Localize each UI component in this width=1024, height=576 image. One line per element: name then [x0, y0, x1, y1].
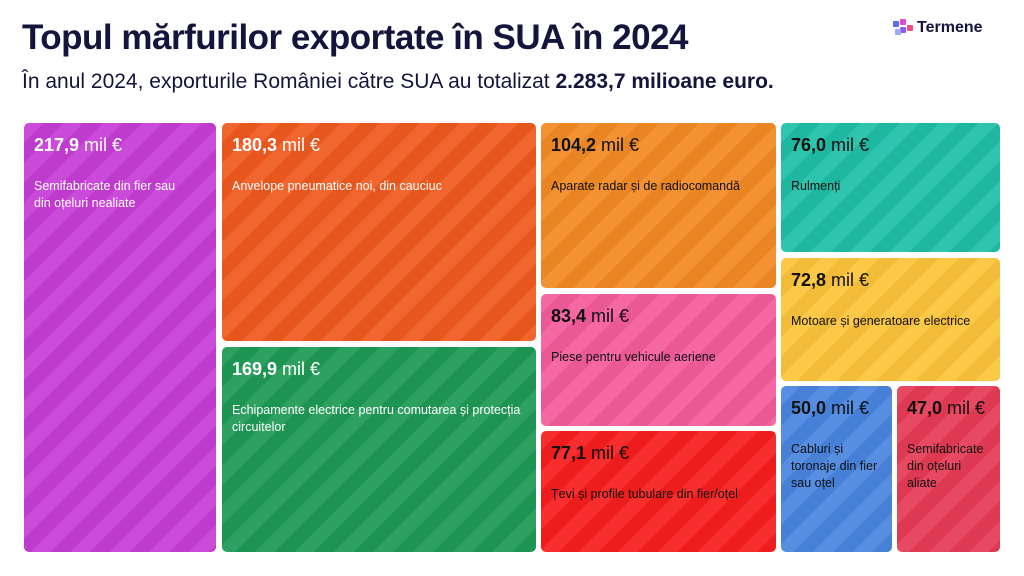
tile-label: Motoare și generatoare electrice [791, 314, 971, 328]
tile-value: 217,9 mil € [34, 135, 123, 155]
treemap-tile: 77,1 mil € Țevi și profile tubulare din f… [541, 431, 776, 552]
tile-value: 77,1 mil € [551, 443, 630, 463]
tile-label: Piese pentru vehicule aeriene [551, 350, 716, 364]
termene-logo: Termene [893, 19, 983, 37]
treemap-tile: 76,0 mil € Rulmenți [781, 123, 1000, 252]
treemap-tile: 72,8 mil € Motoare și generatoare electri… [781, 258, 1000, 381]
tile-value: 83,4 mil € [551, 306, 630, 326]
tile-label: Echipamente electrice pentru comutarea ș… [232, 403, 521, 434]
treemap-tile: 180,3 mil € Anvelope pneumatice noi, din … [222, 123, 536, 341]
tile-value: 169,9 mil € [232, 359, 321, 379]
tile-value: 76,0 mil € [791, 135, 870, 155]
treemap-tile: 50,0 mil € Cabluri și toronaje din fier s… [781, 386, 892, 552]
tile-value: 50,0 mil € [791, 398, 870, 418]
treemap-tile: 104,2 mil € Aparate radar și de radiocoma… [541, 123, 776, 288]
tile-value: 47,0 mil € [907, 398, 986, 418]
tile-value: 180,3 mil € [232, 135, 321, 155]
page-title: Topul mărfurilor exportate în SUA în 202… [22, 18, 689, 57]
treemap-tile: 47,0 mil € Semifabricate din oțeluri alia… [897, 386, 1000, 552]
total-value: 2.283,7 milioane euro. [555, 70, 774, 93]
tile-label: Cabluri și toronaje din fier sau oțel [791, 442, 878, 490]
tile-label: Anvelope pneumatice noi, din cauciuc [232, 179, 442, 193]
tile-label: Semifabricate din fier sau din oțeluri n… [34, 179, 176, 210]
treemap-tile: 169,9 mil € Echipamente electrice pentru … [222, 347, 536, 552]
tile-label: Semifabricate din oțeluri aliate [907, 442, 984, 490]
treemap-tile: 217,9 mil € Semifabricate din fier sau di… [24, 123, 216, 552]
tile-value: 104,2 mil € [551, 135, 640, 155]
logo-mark-icon [893, 19, 913, 37]
tile-label: Rulmenți [791, 179, 841, 193]
treemap-tile: 83,4 mil € Piese pentru vehicule aeriene [541, 294, 776, 426]
tile-label: Țevi și profile tubulare din fier/oțel [551, 487, 738, 501]
tile-value: 72,8 mil € [791, 270, 870, 290]
page-subtitle: În anul 2024, exporturile României către… [22, 70, 774, 93]
tile-label: Aparate radar și de radiocomandă [551, 179, 741, 193]
